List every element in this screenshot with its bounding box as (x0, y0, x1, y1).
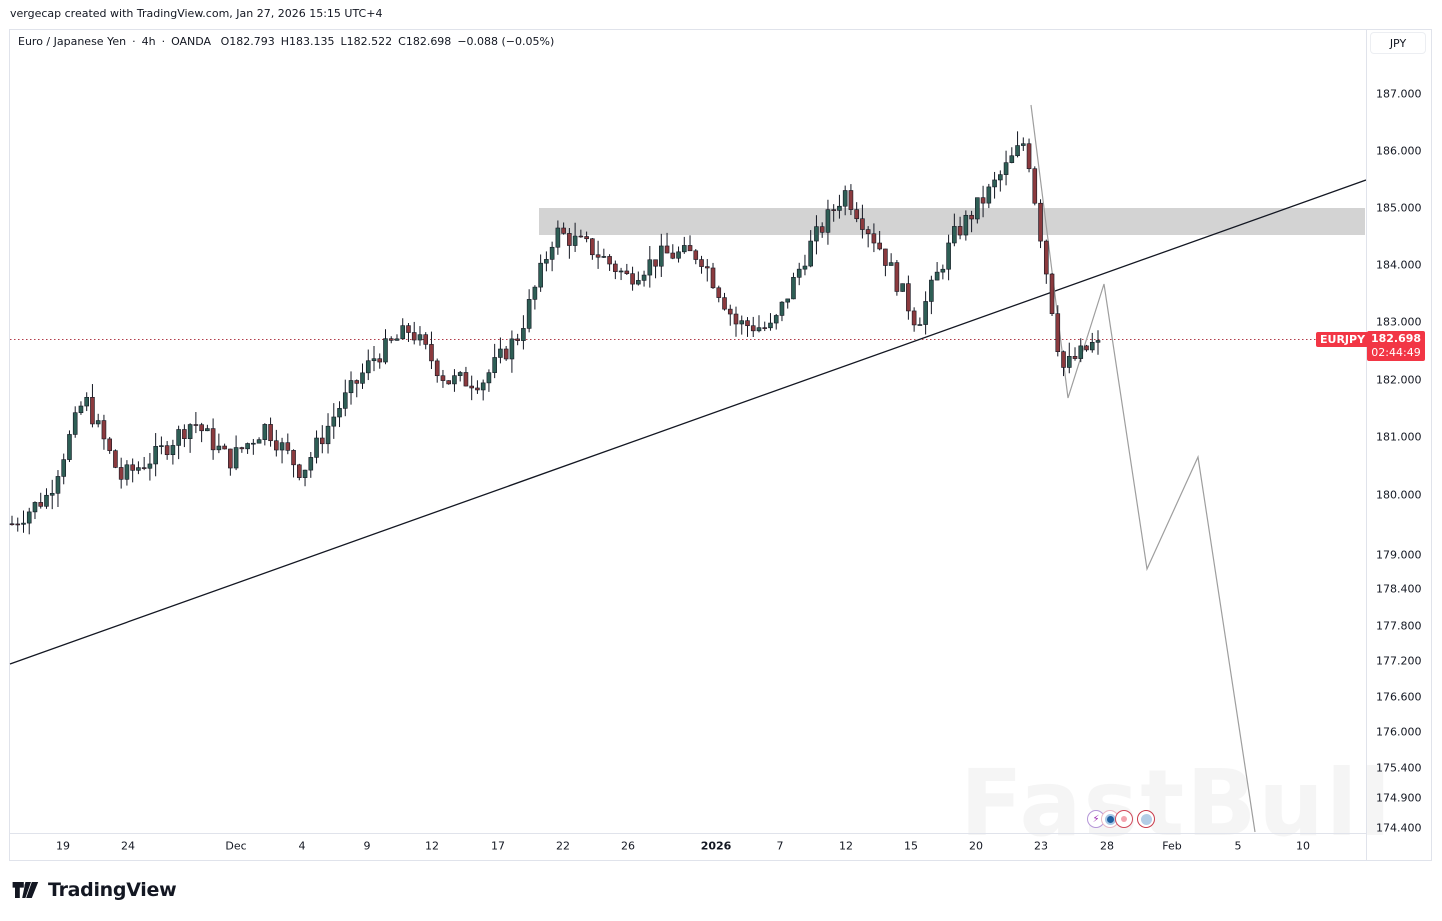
price-tick: 176.600 (1376, 690, 1422, 704)
time-tick: 19 (56, 839, 70, 853)
bar-countdown: 02:44:49 (1371, 346, 1421, 359)
resistance-zone[interactable] (539, 208, 1365, 235)
price-axis[interactable] (1366, 29, 1433, 861)
support-trendline[interactable] (9, 179, 1367, 665)
price-tick: 179.000 (1376, 548, 1422, 562)
price-tick: 187.000 (1376, 87, 1422, 101)
close-value: C182.698 (398, 35, 452, 48)
price-tick: 186.000 (1376, 144, 1422, 158)
time-tick: 26 (621, 839, 635, 853)
high-value: H183.135 (280, 35, 335, 48)
symbol-price-badge: EURJPY (1316, 332, 1370, 347)
time-tick: 22 (556, 839, 570, 853)
tradingview-logo[interactable]: TradingView (12, 879, 177, 901)
time-axis[interactable] (9, 833, 1366, 862)
symbol-legend: Euro / Japanese Yen · 4h · OANDA O182.793 H18… (18, 35, 560, 48)
projection-path[interactable] (1030, 104, 1256, 833)
time-tick: Dec (225, 839, 247, 853)
open-value: O182.793 (220, 35, 275, 48)
jp-flag-event-icon[interactable] (1115, 810, 1133, 828)
low-value: L182.522 (340, 35, 393, 48)
price-tick: 175.400 (1376, 761, 1422, 775)
time-tick: 12 (425, 839, 439, 853)
time-tick: 2026 (700, 839, 732, 853)
last-price: 182.698 (1370, 332, 1422, 345)
price-tick: 180.000 (1376, 488, 1422, 502)
time-tick: 28 (1100, 839, 1114, 853)
price-tick: 177.800 (1376, 619, 1422, 633)
time-tick: Feb (1162, 839, 1182, 853)
time-tick: 17 (491, 839, 505, 853)
time-tick: 24 (121, 839, 135, 853)
price-tick: 176.000 (1376, 725, 1422, 739)
price-tick: 181.000 (1376, 430, 1422, 444)
interval[interactable]: 4h (141, 35, 156, 48)
economic-events: ⚡ (1087, 810, 1155, 828)
price-tick: 184.000 (1376, 258, 1422, 272)
price-tick: 178.400 (1376, 582, 1422, 596)
time-tick: 9 (363, 839, 371, 853)
time-tick: 15 (904, 839, 918, 853)
eu-flag-event-icon[interactable] (1137, 810, 1155, 828)
time-tick: 20 (969, 839, 983, 853)
symbol-name[interactable]: Euro / Japanese Yen (18, 35, 127, 48)
price-tick: 177.200 (1376, 654, 1422, 668)
legend-sep: · (132, 35, 136, 48)
price-tick: 174.400 (1376, 821, 1422, 835)
flag-event-icon[interactable] (1101, 810, 1119, 828)
last-price-badge: 182.698 02:44:49 (1367, 331, 1425, 361)
candlestick-series (9, 131, 1101, 535)
time-tick: 7 (776, 839, 784, 853)
logo-text: TradingView (48, 879, 177, 901)
time-tick: 12 (839, 839, 853, 853)
legend-sep: · (161, 35, 166, 48)
price-tick: 185.000 (1376, 201, 1422, 215)
currency-button[interactable]: JPY (1370, 32, 1426, 54)
exchange: OANDA (171, 35, 212, 48)
tradingview-logo-icon (12, 882, 39, 898)
price-tick: 183.000 (1376, 315, 1422, 329)
price-tick: 182.000 (1376, 373, 1422, 387)
chart-credit: vergecap created with TradingView.com, J… (10, 7, 383, 20)
time-tick: 23 (1034, 839, 1048, 853)
time-tick: 10 (1296, 839, 1310, 853)
time-tick: 4 (298, 839, 306, 853)
change-value: −0.088 (−0.05%) (457, 35, 555, 48)
price-tick: 174.900 (1376, 791, 1422, 805)
time-tick: 5 (1234, 839, 1242, 853)
